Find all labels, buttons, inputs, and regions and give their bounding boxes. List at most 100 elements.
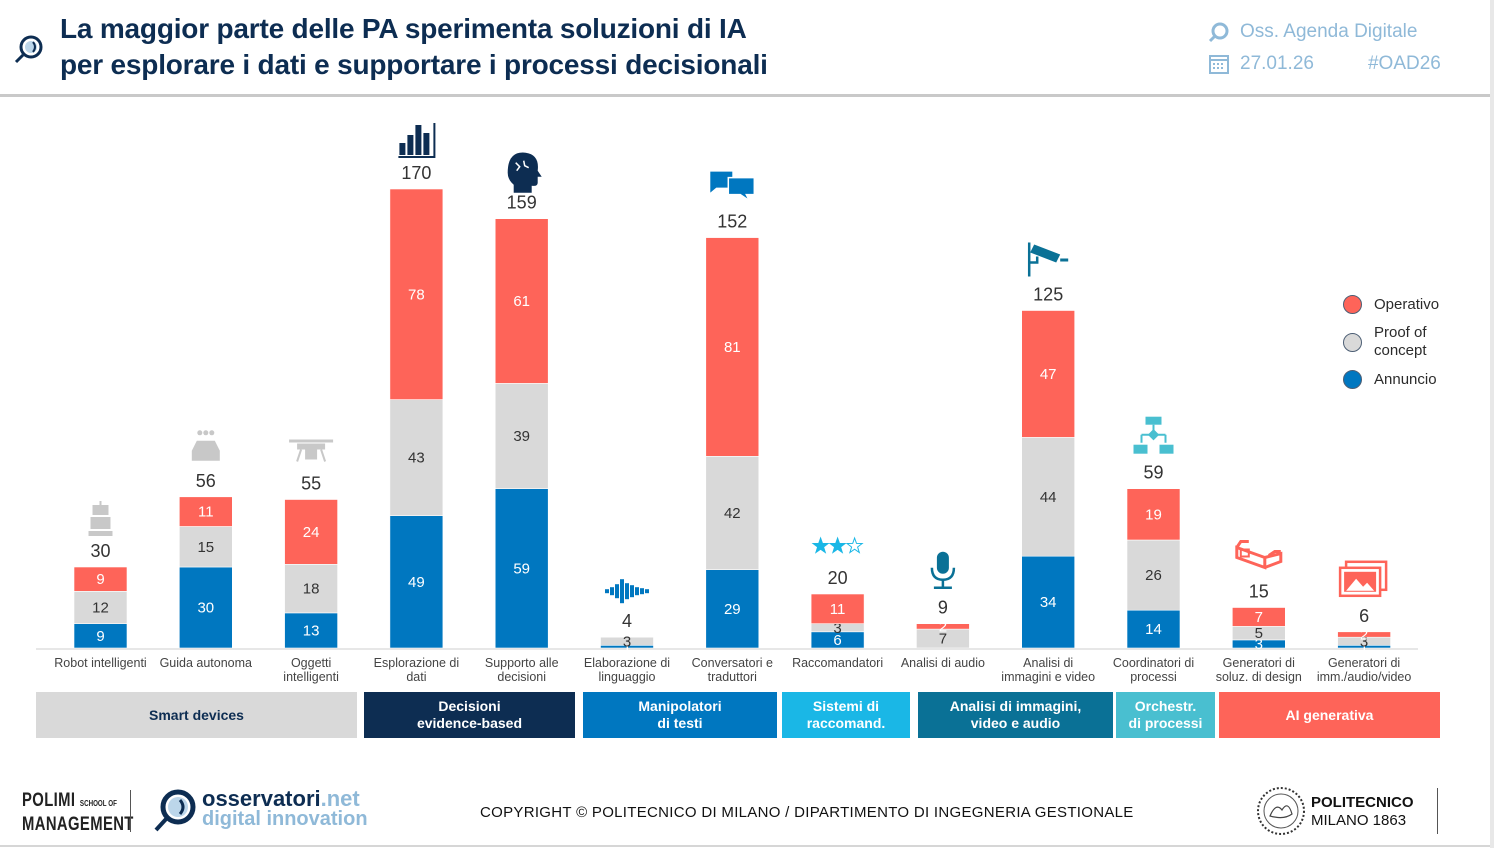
bar-value-label: 7 <box>1255 609 1263 626</box>
group-decisioni: Decisioni evidence-based <box>364 692 575 738</box>
bar-value-label: 61 <box>513 293 530 310</box>
bar-total-label: 56 <box>196 471 216 491</box>
group-label: Decisioni <box>438 698 501 714</box>
hashtag-label: #OAD26 <box>1367 53 1441 74</box>
category-label: Guida autonoma <box>160 656 252 670</box>
bar-value-label: 15 <box>197 539 214 556</box>
bar-total-label: 4 <box>622 611 632 631</box>
group-label: di testi <box>657 715 703 731</box>
bar-value-label: 3 <box>1255 636 1263 653</box>
legend-label: Annuncio <box>1374 371 1437 388</box>
bar-total-label: 20 <box>828 568 848 588</box>
category-label: dati <box>406 670 426 684</box>
bar-segment-annuncio <box>389 515 444 649</box>
group-label: Sistemi di <box>812 698 880 714</box>
bar-value-label: 13 <box>303 622 320 639</box>
bar-value-label: 29 <box>724 601 741 618</box>
bar-value-label: 1 <box>1360 639 1368 656</box>
bar-segment-poc <box>1126 539 1181 611</box>
group-label: raccomand. <box>806 715 886 731</box>
date-label: 27.01.26 <box>1240 53 1314 74</box>
bar-value-label: 3 <box>833 620 841 637</box>
bar-value-label: 1 <box>623 639 631 656</box>
bar-segment-operativo <box>1021 310 1076 438</box>
legend-item-annuncio: Annuncio <box>1343 370 1444 389</box>
category-label: soluz. di design <box>1216 670 1302 684</box>
bar-total-label: 152 <box>717 212 747 232</box>
bar-segment-annuncio <box>179 566 233 649</box>
legend-item-poc: Proof of concept <box>1343 324 1444 360</box>
category-label: imm./audio/video <box>1317 670 1412 684</box>
source-label: Oss. Agenda Digitale <box>1240 21 1418 42</box>
category-label: intelligenti <box>283 670 339 684</box>
microphone-icon <box>930 551 956 589</box>
bar-value-label: 7 <box>939 631 947 648</box>
header-meta: Oss. Agenda Digitale 27.01.26 #OAD26 <box>1208 16 1441 80</box>
brain-head-icon <box>507 152 542 193</box>
bar-segment-annuncio <box>705 569 760 649</box>
bar-segment-annuncio <box>284 612 338 649</box>
bar-total-label: 55 <box>301 474 321 494</box>
drone-icon <box>289 439 334 462</box>
bar-segment-poc <box>705 455 760 570</box>
calendar-icon <box>1209 55 1229 74</box>
bar-value-label: 2 <box>1360 627 1368 644</box>
group-orchestr: Orchestr. di processi <box>1116 692 1215 738</box>
bar-value-label: 30 <box>197 600 214 617</box>
bar-value-label: 44 <box>1040 489 1057 506</box>
chart-area: 9 12 9 30 Robot intelligenti 30 15 11 56 Guida au… <box>0 97 1494 697</box>
legend-swatch-annuncio <box>1343 370 1362 389</box>
category-label: Generatori di <box>1223 656 1295 670</box>
category-label: Raccomandatori <box>792 656 883 670</box>
category-groups: Smart devices Decisioni evidence-based Ma… <box>0 692 1494 738</box>
bar-value-label: 42 <box>724 505 741 522</box>
osservatori-main: osservatori <box>202 786 321 811</box>
copyright-text: COPYRIGHT © POLITECNICO DI MILANO / DIPA… <box>480 804 1134 821</box>
osservatori-magnifier-icon <box>154 789 196 832</box>
group-label: Orchestr. <box>1134 698 1197 714</box>
category-label: Elaborazione di <box>584 656 670 670</box>
bar-segment-poc <box>494 383 549 489</box>
title-line-1: La maggior parte delle PA sperimenta sol… <box>60 13 747 44</box>
bar-value-label: 81 <box>724 339 741 356</box>
bar-value-label: 49 <box>408 574 425 591</box>
legend-item-operativo: Operativo <box>1343 295 1444 314</box>
bar-total-label: 30 <box>90 541 110 561</box>
bar-value-label: 12 <box>92 600 109 617</box>
bar-value-label: 19 <box>1145 506 1162 523</box>
bar-segment-poc <box>600 636 654 646</box>
bar-total-label: 6 <box>1359 606 1369 626</box>
bar-segment-poc <box>284 563 338 614</box>
polimi-text: POLIMI <box>22 790 76 811</box>
bar-segment-operativo <box>284 499 338 565</box>
osservatori-subtitle: digital innovation <box>202 808 368 830</box>
bar-segment-annuncio <box>494 488 549 649</box>
image-gallery-icon <box>1338 560 1388 598</box>
bar-segment-poc <box>1021 437 1076 557</box>
title-line-2: per esplorare i dati e supportare i proc… <box>60 49 768 80</box>
scrollbar[interactable] <box>1490 0 1494 848</box>
group-label: evidence-based <box>416 715 523 731</box>
category-label: Supporto alle <box>485 656 559 670</box>
chat-bubbles-icon <box>710 171 756 203</box>
robot-icon <box>88 501 113 536</box>
politecnico-logo: POLITECNICO MILANO 1863 <box>1256 786 1414 841</box>
osservatorio-icon <box>1208 22 1229 43</box>
category-label: Robot intelligenti <box>54 656 146 670</box>
category-label: Generatori di <box>1328 656 1400 670</box>
group-label: Manipolatori <box>638 698 722 714</box>
group-smart-devices: Smart devices <box>36 692 357 738</box>
bar-segment-poc <box>179 526 233 568</box>
bar-value-label: 11 <box>830 601 846 618</box>
legend-swatch-operativo <box>1343 295 1362 314</box>
category-label: linguaggio <box>599 670 656 684</box>
security-camera-icon <box>1027 242 1069 277</box>
category-label: Coordinatori di <box>1113 656 1194 670</box>
bar-total-label: 59 <box>1143 463 1163 483</box>
category-label: Analisi di audio <box>901 656 985 670</box>
bar-value-label: 78 <box>408 286 425 303</box>
category-label: immagini e video <box>1001 670 1095 684</box>
group-analisi: Analisi di immagini, video e audio <box>918 692 1113 738</box>
bar-segment-operativo <box>705 237 760 457</box>
bar-value-label: 3 <box>1360 633 1368 650</box>
